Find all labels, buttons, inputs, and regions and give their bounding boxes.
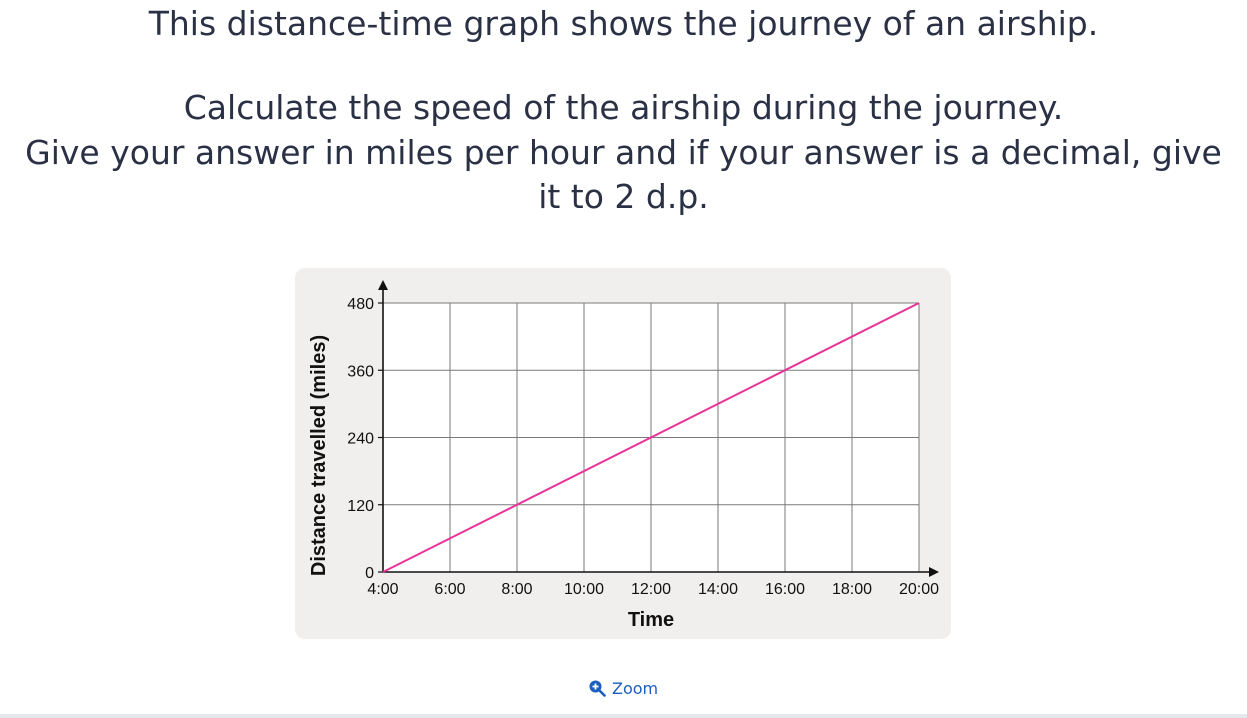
x-tick-label: 4:00 bbox=[367, 581, 398, 598]
x-tick-labels: 4:00 6:00 8:00 10:00 12:00 14:00 16:00 18:00 20:… bbox=[367, 581, 939, 598]
question-line-4: it to 2 d.p. bbox=[538, 177, 709, 216]
y-tick-label: 0 bbox=[365, 565, 374, 582]
x-tick-label: 16:00 bbox=[765, 581, 805, 598]
y-tick-label: 120 bbox=[347, 498, 374, 515]
x-tick-label: 14:00 bbox=[698, 581, 738, 598]
question-line-2: Calculate the speed of the airship durin… bbox=[183, 88, 1064, 127]
x-tick-label: 20:00 bbox=[899, 581, 939, 598]
divider bbox=[0, 714, 1247, 718]
chart-axes bbox=[378, 280, 939, 577]
distance-time-chart: 0 120 240 360 480 4:00 6:00 8:00 10:00 12:00 14:0… bbox=[308, 280, 939, 631]
x-axis-arrow bbox=[929, 567, 939, 577]
question-line-3: Give your answer in miles per hour and i… bbox=[25, 133, 1222, 172]
y-tick-label: 480 bbox=[347, 296, 374, 313]
zoom-label: Zoom bbox=[612, 678, 659, 698]
graph-card: 0 120 240 360 480 4:00 6:00 8:00 10:00 12:00 14:0… bbox=[295, 268, 951, 639]
y-tick-labels: 0 120 240 360 480 bbox=[347, 296, 374, 582]
y-axis-arrow bbox=[378, 280, 388, 290]
question-line-1: This distance-time graph shows the journ… bbox=[148, 4, 1099, 43]
zoom-in-icon bbox=[589, 680, 606, 697]
zoom-button[interactable]: Zoom bbox=[588, 676, 658, 700]
series-line bbox=[382, 302, 920, 573]
x-tick-label: 8:00 bbox=[501, 581, 532, 598]
y-tick-label: 240 bbox=[347, 431, 374, 448]
x-axis-title: Time bbox=[628, 609, 674, 631]
x-tick-label: 10:00 bbox=[564, 581, 604, 598]
x-tick-label: 18:00 bbox=[832, 581, 872, 598]
y-axis-title: Distance travelled (miles) bbox=[308, 335, 330, 576]
chart-series bbox=[382, 302, 920, 573]
x-tick-label: 12:00 bbox=[631, 581, 671, 598]
y-tick-label: 360 bbox=[347, 363, 374, 380]
x-tick-label: 6:00 bbox=[434, 581, 465, 598]
